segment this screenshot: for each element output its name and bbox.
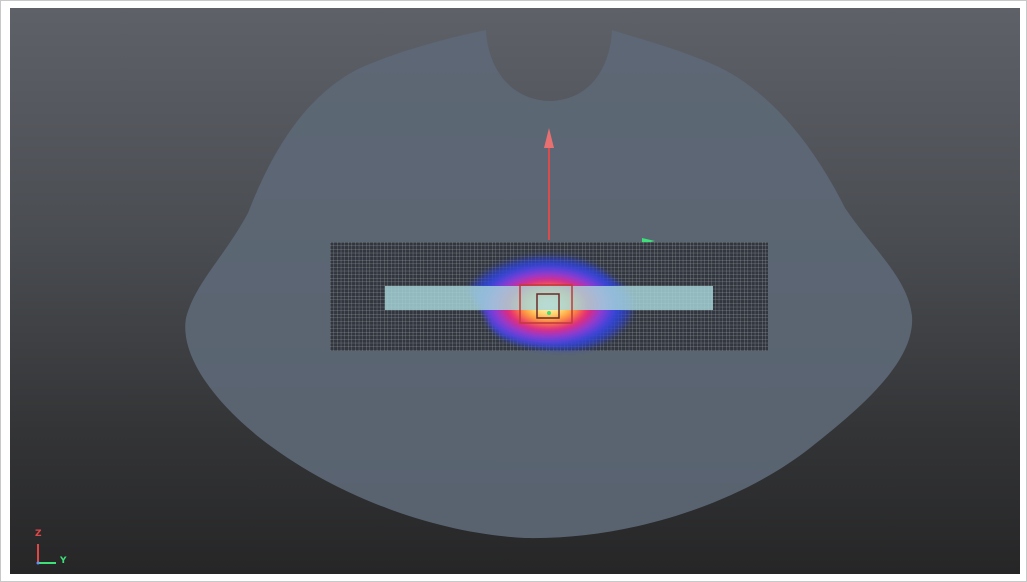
3d-viewport[interactable]: Z Y: [10, 8, 1020, 574]
source-point: [547, 311, 551, 315]
source-core: [536, 293, 560, 319]
axis-label-vertical: Z: [35, 529, 42, 539]
beam-arrow: [544, 128, 554, 240]
source-outline: [519, 284, 573, 324]
orientation-axes: [36, 544, 56, 565]
applicator-bar: [385, 286, 713, 310]
axis-label-horizontal: Y: [60, 556, 67, 566]
scene-canvas[interactable]: [10, 8, 1020, 574]
